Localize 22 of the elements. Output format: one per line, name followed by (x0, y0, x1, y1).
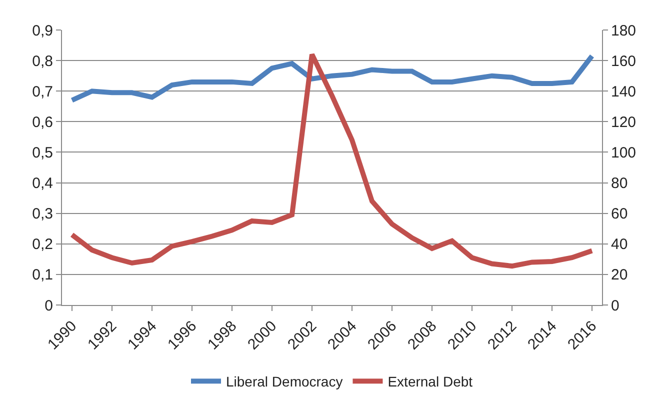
y2-tick-label: 20 (611, 266, 628, 284)
y2-tick-label: 80 (611, 175, 628, 192)
legend-label: Liberal Democracy (226, 374, 343, 390)
y2-tick-label: 180 (611, 22, 636, 40)
y2-tick-label: 0 (611, 297, 620, 314)
y-tick-label: 0,2 (32, 236, 53, 254)
y2-tick-label: 100 (611, 144, 636, 162)
y-tick-label: 0,9 (32, 22, 53, 40)
y2-tick-label: 40 (611, 236, 628, 254)
y-tick-label: 0 (44, 297, 53, 314)
y-tick-label: 0,7 (32, 83, 53, 100)
y-tick-label: 0,3 (32, 206, 53, 223)
legend-label: External Debt (388, 374, 473, 390)
y-tick-label: 0,5 (32, 144, 53, 162)
y-tick-label: 0,4 (32, 175, 53, 192)
y2-tick-label: 60 (611, 206, 628, 223)
y-tick-label: 0,1 (32, 266, 53, 284)
y2-tick-label: 140 (611, 83, 636, 100)
y2-tick-label: 120 (611, 114, 636, 131)
y2-tick-label: 160 (611, 52, 636, 70)
y-tick-label: 0,8 (32, 52, 53, 70)
y-tick-label: 0,6 (32, 114, 53, 131)
